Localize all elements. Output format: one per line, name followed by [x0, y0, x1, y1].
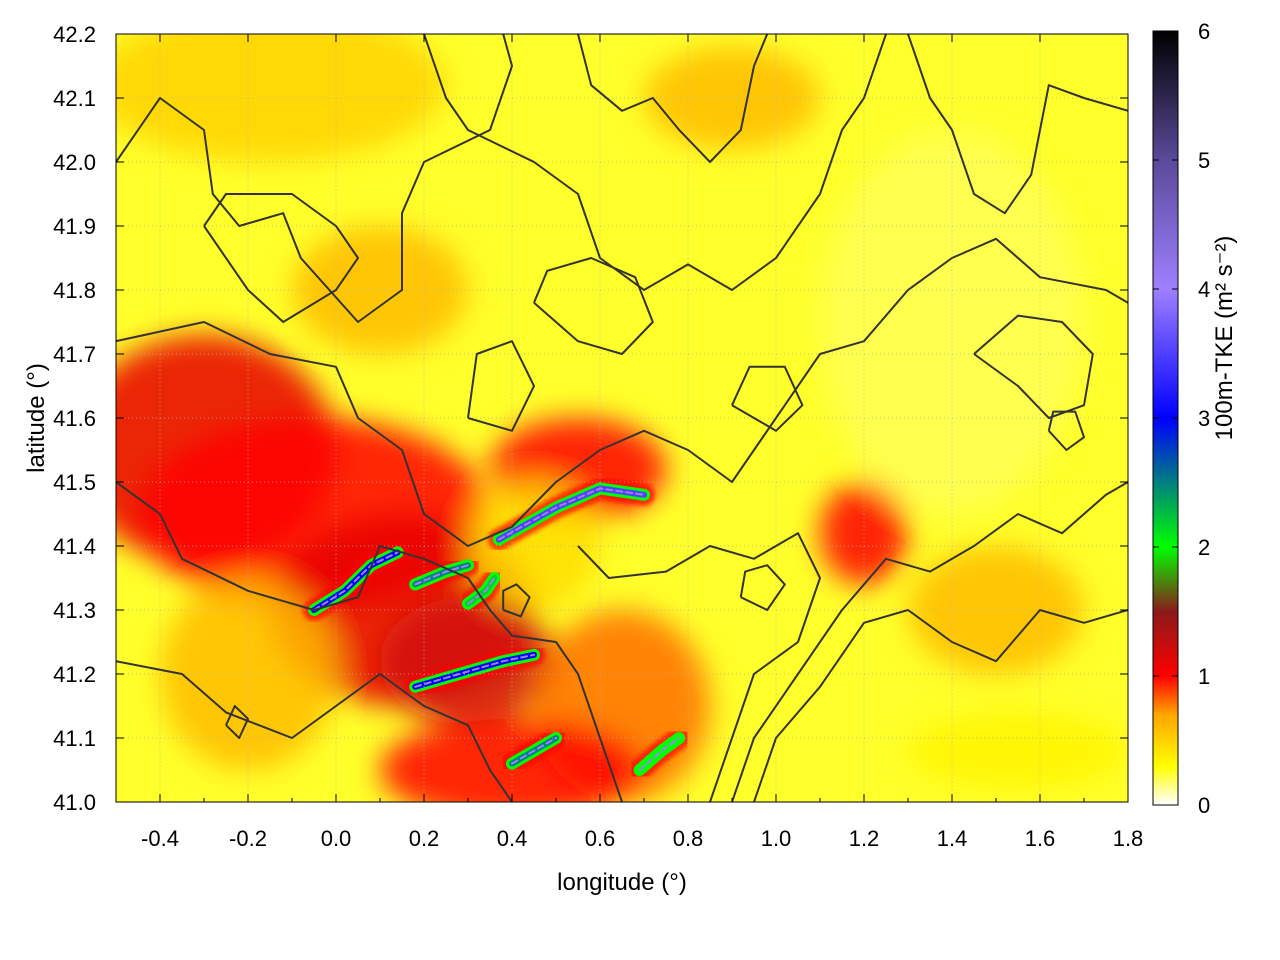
high-tke-streak — [487, 477, 655, 551]
high-tke-streak — [404, 643, 545, 698]
terrain-contour-line — [739, 564, 786, 611]
high-tke-streak — [303, 541, 409, 621]
colorbar-tick-label: 4 — [1198, 277, 1210, 302]
x-tick-label: -0.4 — [141, 826, 179, 851]
y-tick-label: 41.7 — [53, 342, 96, 367]
tke-field-patch — [820, 482, 908, 585]
y-tick-label: 41.5 — [53, 470, 96, 495]
terrain-contour-line — [907, 34, 1128, 215]
y-tick-label: 41.4 — [53, 534, 96, 559]
y-tick-label: 41.1 — [53, 726, 96, 751]
colorbar-tick-label: 0 — [1198, 793, 1210, 818]
terrain-contour-line — [225, 705, 249, 739]
terrain-contour-line — [116, 237, 1128, 547]
colorbar: 0 1 2 3 4 5 6 100m-TKE (m² s⁻²) — [1152, 19, 1238, 818]
x-tick-label: 0.6 — [585, 826, 616, 851]
terrain-contours — [116, 34, 1128, 802]
high-tke-streak — [457, 567, 506, 615]
y-tick-label: 41.6 — [53, 406, 96, 431]
x-tick-label: 1.4 — [937, 826, 968, 851]
y-tick-label: 41.9 — [53, 214, 96, 239]
x-tick-label: 1.2 — [849, 826, 880, 851]
terrain-contour-line — [577, 34, 769, 163]
x-tick-label: 0.2 — [409, 826, 440, 851]
colorbar-ticks: 0 1 2 3 4 5 6 — [1153, 19, 1210, 818]
y-tick-label: 42.1 — [53, 86, 96, 111]
colorbar-tick-label: 1 — [1198, 664, 1210, 689]
terrain-contour-line — [533, 257, 654, 355]
x-tick-label: 1.0 — [761, 826, 792, 851]
terrain-contour-line — [116, 481, 623, 802]
terrain-contour-line — [973, 314, 1094, 419]
x-axis-tick-labels: -0.4 -0.2 0.0 0.2 0.4 0.6 0.8 1.0 1.2 1.4 1.6 1.8 — [141, 826, 1143, 851]
x-tick-label: 0.0 — [321, 826, 352, 851]
terrain-contour-line — [203, 193, 359, 323]
plot-area — [115, 33, 1129, 803]
x-tick-label: 0.8 — [673, 826, 704, 851]
y-tick-label: 41.8 — [53, 278, 96, 303]
terrain-contour-line — [577, 532, 821, 802]
colorbar-label: 100m-TKE (m² s⁻²) — [1211, 236, 1238, 441]
tke-field-patch — [116, 34, 446, 162]
high-tke-streak — [501, 727, 567, 775]
x-tick-label: 1.6 — [1025, 826, 1056, 851]
y-tick-label: 42.0 — [53, 150, 96, 175]
terrain-contour-line — [423, 34, 887, 291]
colorbar-tick-label: 2 — [1198, 535, 1210, 560]
x-axis-label: longitude (°) — [557, 869, 687, 896]
terrain-contour-line — [753, 609, 1128, 802]
terrain-contour-line — [116, 660, 513, 802]
x-tick-label: 1.8 — [1113, 826, 1144, 851]
y-tick-label: 41.3 — [53, 598, 96, 623]
terrain-contour-line — [731, 365, 804, 432]
x-tick-label: -0.2 — [229, 826, 267, 851]
y-axis-label: latitude (°) — [23, 363, 50, 473]
tke-field-patch — [908, 712, 1128, 790]
y-tick-label: 41.0 — [53, 790, 96, 815]
y-axis-tick-labels: 41.0 41.1 41.2 41.3 41.4 41.5 41.6 41.7 41.8 41.9… — [53, 22, 96, 815]
terrain-contour-line — [502, 583, 531, 618]
terrain-contour-line — [467, 340, 535, 432]
colorbar-tick-label: 5 — [1198, 148, 1210, 173]
high-tke-streaks — [303, 477, 691, 781]
terrain-contour-line — [731, 481, 1128, 802]
y-tick-label: 42.2 — [53, 22, 96, 47]
high-tke-streak — [628, 727, 691, 781]
colorbar-tick-label: 6 — [1198, 19, 1210, 44]
y-tick-label: 41.2 — [53, 662, 96, 687]
x-tick-label: 0.4 — [497, 826, 528, 851]
axis-tick-marks — [115, 33, 1129, 803]
high-tke-streak — [404, 554, 479, 596]
grid — [116, 34, 1128, 802]
terrain-contour-line — [1047, 410, 1085, 451]
colorbar-tick-label: 3 — [1198, 406, 1210, 431]
